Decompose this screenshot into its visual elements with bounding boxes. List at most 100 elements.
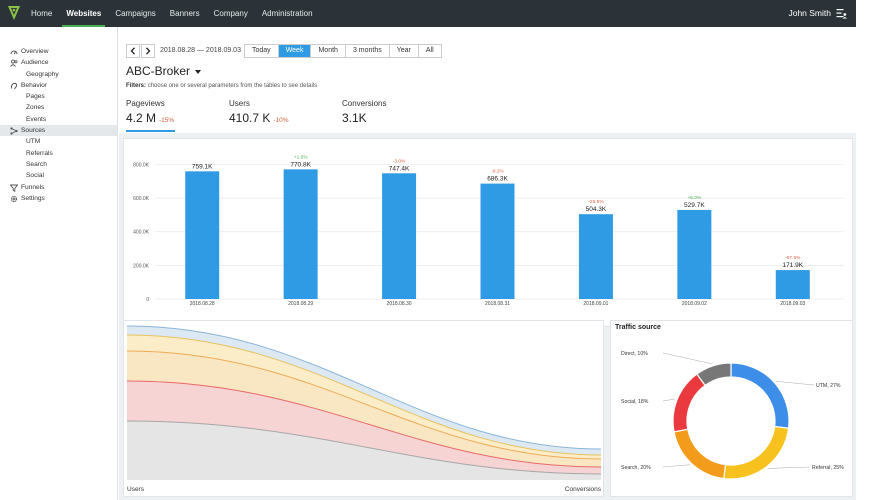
period-3-months[interactable]: 3 months bbox=[345, 45, 390, 57]
metric-users[interactable]: Users 410.7 K -10% bbox=[229, 99, 289, 125]
filters-text: choose one or several parameters from th… bbox=[147, 83, 318, 89]
topnav-websites[interactable]: Websites bbox=[59, 0, 108, 27]
donut-leader-line bbox=[662, 352, 713, 365]
flow-band-edge bbox=[126, 380, 602, 468]
flow-band-edge bbox=[126, 420, 602, 475]
donut-slice-referral[interactable] bbox=[723, 425, 790, 480]
metric-value: 4.2 M bbox=[126, 111, 157, 125]
topnav-home[interactable]: Home bbox=[31, 9, 53, 18]
site-name: ABC-Broker bbox=[126, 64, 191, 78]
date-range[interactable]: 2018.08.28 — 2018.09.03 bbox=[160, 47, 241, 54]
period-month[interactable]: Month bbox=[311, 45, 346, 57]
bar[interactable] bbox=[283, 169, 318, 299]
bar[interactable] bbox=[677, 209, 712, 299]
flow-band-edge bbox=[126, 325, 602, 450]
sidebar: Overview Audience Geography Behavior Pages Zo… bbox=[0, 27, 118, 500]
sidebar-item-sources[interactable]: Sources bbox=[0, 125, 117, 137]
sidebar-item-referrals[interactable]: Referrals bbox=[0, 148, 117, 159]
x-tick-label: 2018.08.31 bbox=[485, 301, 510, 307]
sidebar-item-label: Overview bbox=[21, 48, 49, 55]
gauge-icon bbox=[10, 50, 18, 55]
donut-slice-search[interactable] bbox=[673, 428, 727, 480]
metric-value: 410.7 K bbox=[229, 111, 271, 125]
metric-value: 3.1K bbox=[342, 111, 367, 125]
bar-change-label: -8.2% bbox=[491, 169, 504, 175]
bar[interactable] bbox=[480, 183, 515, 299]
user-name[interactable]: John Smith bbox=[788, 8, 831, 18]
donut-slice-utm[interactable] bbox=[730, 362, 790, 429]
bar[interactable] bbox=[578, 214, 613, 299]
metric-label: Users bbox=[229, 99, 250, 108]
sidebar-item-funnels[interactable]: Funnels bbox=[0, 182, 117, 193]
period-all[interactable]: All bbox=[418, 45, 441, 57]
caret-down-icon bbox=[195, 69, 202, 74]
bar-value-label: 747.4K bbox=[389, 165, 410, 172]
main-content: 2018.08.28 — 2018.09.03 Today Week Month 3 … bbox=[119, 27, 856, 500]
metric-conversions[interactable]: Conversions 3.1K bbox=[342, 99, 386, 125]
traffic-source-panel: Traffic source UTM, 27% Referral, 25% Sear… bbox=[610, 320, 853, 497]
bar[interactable] bbox=[185, 171, 220, 299]
metric-value-row: 3.1K bbox=[342, 111, 386, 125]
logo-icon[interactable] bbox=[7, 5, 21, 21]
x-tick-label: 2018.09.03 bbox=[780, 301, 805, 307]
flow-chart-panel: Users Conversions bbox=[123, 320, 604, 497]
donut-leader-line bbox=[767, 466, 811, 469]
funnel-icon bbox=[10, 184, 18, 192]
traffic-source-donut-chart: UTM, 27% Referral, 25% Search, 20% Social, … bbox=[621, 351, 844, 480]
people-icon bbox=[10, 59, 18, 68]
traffic-source-title: Traffic source bbox=[615, 324, 661, 331]
pageviews-chart-panel: 0 200.0K 400.0K 600.0K 800.0K 759.1K 2018.08.2… bbox=[123, 138, 853, 327]
sidebar-item-label: Geography bbox=[26, 70, 59, 78]
user-menu-icon[interactable] bbox=[836, 8, 847, 19]
x-tick-label: 2018.09.02 bbox=[682, 301, 707, 307]
bar[interactable] bbox=[775, 270, 810, 299]
site-selector[interactable]: ABC-Broker bbox=[126, 64, 202, 78]
sidebar-item-utm[interactable]: UTM bbox=[0, 136, 117, 147]
top-bar: Home Websites Campaigns Banners Company Admin… bbox=[0, 0, 856, 27]
sidebar-item-label: Settings bbox=[21, 194, 45, 202]
flow-band[interactable] bbox=[127, 421, 601, 480]
next-period-button[interactable] bbox=[141, 44, 155, 58]
top-nav: Home Websites Campaigns Banners Company Admin… bbox=[24, 0, 320, 27]
period-selector: Today Week Month 3 months Year All bbox=[244, 44, 442, 58]
sidebar-item-zones[interactable]: Zones bbox=[0, 102, 117, 113]
sidebar-item-overview[interactable]: Overview bbox=[0, 46, 117, 57]
sidebar-item-events[interactable]: Events bbox=[0, 114, 117, 125]
sidebar-item-audience[interactable]: Audience bbox=[0, 57, 117, 68]
bar-change-label: +1.5% bbox=[294, 154, 308, 160]
topnav-campaigns[interactable]: Campaigns bbox=[115, 9, 156, 18]
period-today[interactable]: Today bbox=[245, 45, 279, 57]
prev-period-button[interactable] bbox=[126, 44, 140, 58]
sidebar-item-settings[interactable]: Settings bbox=[0, 193, 117, 204]
topnav-administration[interactable]: Administration bbox=[261, 9, 313, 18]
sidebar-item-search[interactable]: Search bbox=[0, 159, 117, 170]
flow-band-edge bbox=[126, 334, 602, 456]
app-window: Home Websites Campaigns Banners Company Admin… bbox=[0, 0, 856, 500]
bar-change-label: +5.0% bbox=[687, 195, 701, 201]
y-tick-label: 400.0K bbox=[133, 230, 150, 236]
period-year[interactable]: Year bbox=[389, 45, 419, 57]
donut-label: Social, 18% bbox=[621, 399, 649, 405]
topnav-banners[interactable]: Banners bbox=[169, 9, 200, 18]
period-week[interactable]: Week bbox=[278, 45, 312, 57]
bar-value-label: 171.9K bbox=[782, 262, 803, 269]
sidebar-item-label: Search bbox=[26, 160, 47, 168]
bar[interactable] bbox=[382, 173, 417, 299]
donut-slice-social[interactable] bbox=[672, 373, 706, 433]
sidebar-item-geography[interactable]: Geography bbox=[0, 69, 117, 80]
sources-icon bbox=[10, 127, 18, 135]
pageviews-bar-chart: 0 200.0K 400.0K 600.0K 800.0K 759.1K 2018.08.2… bbox=[133, 154, 844, 307]
donut-leader-line bbox=[662, 398, 676, 402]
metric-pageviews[interactable]: Pageviews 4.2 M -15% bbox=[126, 99, 176, 132]
sidebar-item-behavior[interactable]: Behavior bbox=[0, 80, 117, 91]
topnav-company[interactable]: Company bbox=[213, 9, 248, 18]
donut-label: Referral, 25% bbox=[812, 465, 844, 471]
sidebar-item-label: Behavior bbox=[21, 81, 48, 89]
donut-slice-direct[interactable] bbox=[696, 362, 732, 387]
x-tick-label: 2018.09.01 bbox=[583, 301, 608, 307]
x-tick-label: 2018.08.28 bbox=[190, 301, 215, 307]
bar-value-label: 686.3K bbox=[487, 176, 508, 183]
sidebar-item-social[interactable]: Social bbox=[0, 170, 117, 181]
metric-delta: -15% bbox=[159, 117, 175, 124]
sidebar-item-pages[interactable]: Pages bbox=[0, 91, 117, 102]
